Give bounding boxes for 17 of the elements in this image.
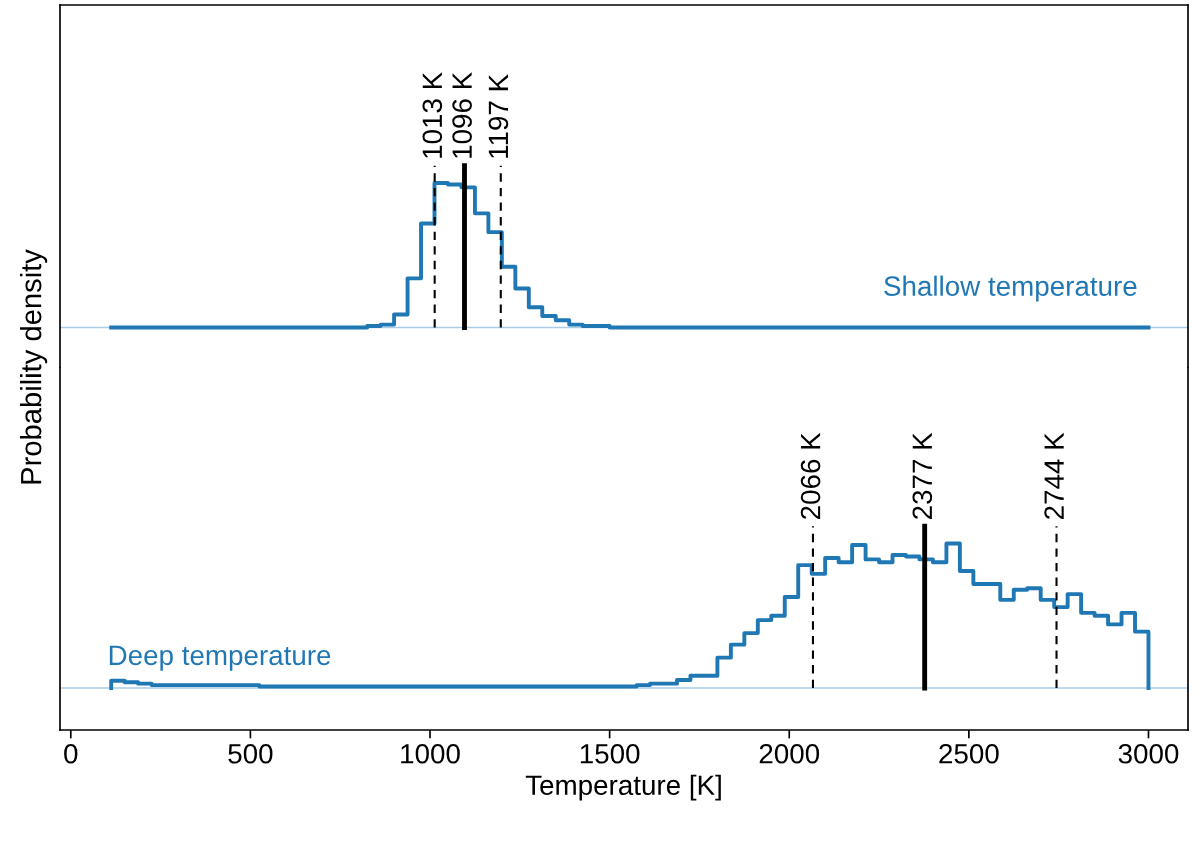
x-tick-label: 1500: [580, 743, 640, 764]
x-axis-title: Temperature [K]: [525, 774, 721, 801]
x-tick-label: 0: [64, 743, 78, 764]
series-label: Deep temperature: [109, 645, 331, 671]
x-tick-label: 500: [228, 743, 273, 764]
ref-line-label: 2744 K: [1044, 432, 1064, 519]
x-tick-label: 2000: [759, 743, 820, 764]
x-tick-label: 3000: [1118, 743, 1179, 764]
ref-line-label: 1096 K: [452, 72, 472, 158]
x-tick-label: 2500: [939, 743, 999, 764]
ref-line-label: 1197 K: [488, 74, 509, 158]
x-tick-label: 1000: [401, 743, 460, 764]
ref-line-label: 1013 K: [422, 72, 443, 158]
y-axis-title: Probability density: [20, 249, 48, 484]
ref-line-label: 2377 K: [912, 432, 933, 519]
ref-line-label: 2066 K: [800, 432, 821, 519]
series-label: Shallow temperature: [884, 275, 1137, 302]
